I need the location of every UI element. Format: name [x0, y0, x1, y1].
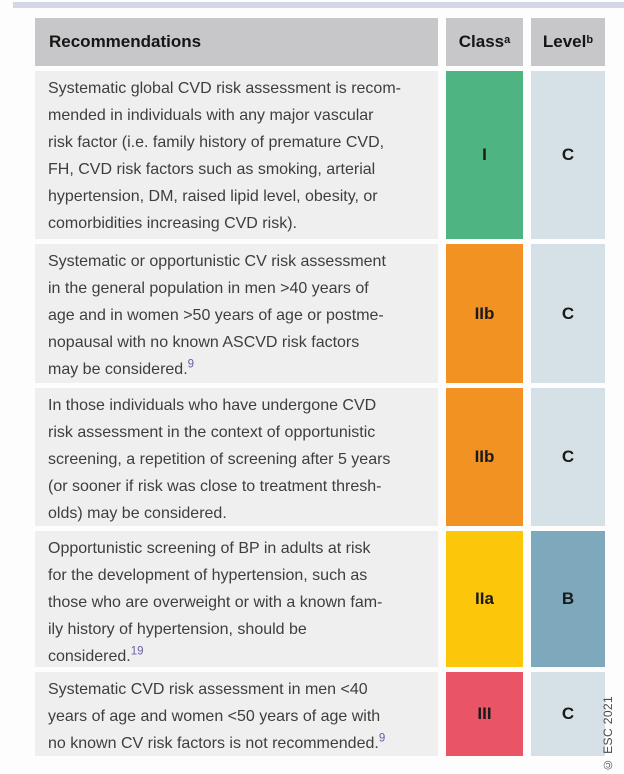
column-header-class: Class a	[446, 18, 523, 66]
class-cell: III	[446, 672, 523, 756]
level-value: C	[561, 303, 575, 323]
class-cell: IIa	[446, 531, 523, 667]
level-header-footnote: b	[586, 33, 594, 46]
recommendation-text: Systematic or opportunistic CV risk asse…	[35, 244, 438, 383]
level-value: C	[561, 145, 575, 164]
reference-superscript: 9	[378, 732, 386, 745]
level-value: C	[561, 704, 575, 723]
reference-superscript: 19	[130, 645, 144, 658]
class-header-label: Class	[458, 32, 505, 51]
level-cell: C	[531, 71, 605, 239]
class-cell: I	[446, 71, 523, 239]
reference-superscript: 9	[187, 358, 195, 371]
class-cell: IIb	[446, 388, 523, 526]
recommendation-text: In those individuals who have undergone …	[35, 388, 438, 526]
recommendation-body: Systematic global CVD risk assessment is…	[48, 80, 401, 232]
recommendations-header-label: Recommendations	[49, 32, 202, 51]
level-cell: B	[531, 531, 605, 667]
class-value: IIa	[475, 589, 494, 608]
recommendation-body: Systematic CVD risk assessment in men <4…	[48, 681, 381, 752]
class-value: I	[482, 145, 487, 164]
level-cell: C	[531, 672, 605, 756]
class-value: IIb	[474, 447, 495, 466]
level-value: C	[561, 447, 575, 466]
top-accent-line	[13, 2, 624, 8]
column-header-level: Level b	[531, 18, 605, 66]
recommendation-body: In those individuals who have undergone …	[48, 397, 391, 522]
column-header-recommendations: Recommendations	[35, 18, 438, 66]
level-value: B	[561, 589, 575, 608]
level-cell: C	[531, 244, 605, 383]
recommendation-text: Systematic global CVD risk assessment is…	[35, 71, 438, 239]
recommendation-body: Systematic or opportunistic CV risk asse…	[48, 253, 386, 378]
recommendation-body: Opportunistic screening of BP in adults …	[48, 540, 383, 665]
recommendation-text: Systematic CVD risk assessment in men <4…	[35, 672, 438, 756]
level-cell: C	[531, 388, 605, 526]
class-header-footnote: a	[504, 33, 511, 46]
recommendation-text: Opportunistic screening of BP in adults …	[35, 531, 438, 667]
level-header-label: Level	[542, 32, 587, 51]
copyright-vertical-text: © ESC 2021	[601, 695, 615, 772]
class-value: IIb	[474, 303, 495, 323]
recommendations-table: Recommendations Class a Level b Systematic…	[35, 18, 605, 756]
class-value: III	[477, 704, 492, 723]
class-cell: IIb	[446, 244, 523, 383]
